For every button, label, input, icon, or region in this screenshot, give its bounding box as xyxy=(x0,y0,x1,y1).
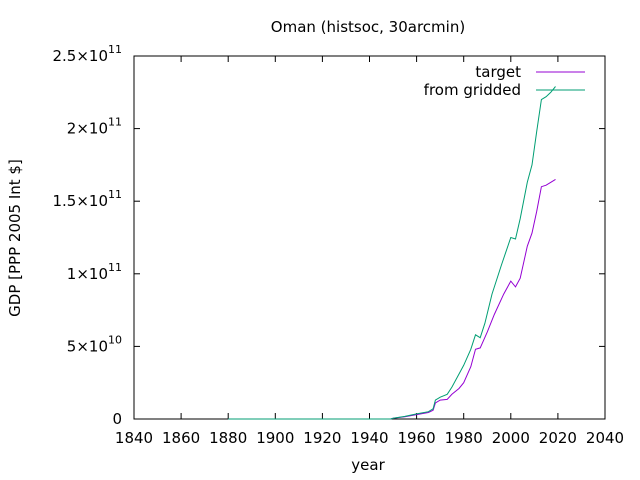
x-tick-label: 1960 xyxy=(398,429,436,447)
legend-label: target xyxy=(475,63,521,81)
y-tick-exponent: 11 xyxy=(108,116,122,129)
y-tick-mantissa: 2×10 xyxy=(67,120,108,138)
y-tick-exponent: 11 xyxy=(108,43,122,56)
x-tick-label: 1860 xyxy=(162,429,200,447)
series-lines xyxy=(228,86,556,420)
y-tick-label: 2.5×1011 xyxy=(52,43,122,65)
y-axis-label: GDP [PPP 2005 Int $] xyxy=(6,159,24,317)
y-tick-exponent: 11 xyxy=(108,188,122,201)
y-tick-label: 0 xyxy=(112,410,122,428)
x-tick-label: 1880 xyxy=(209,429,247,447)
y-tick-label: 2×1011 xyxy=(67,116,122,138)
x-tick-label: 2020 xyxy=(539,429,577,447)
y-tick-label: 5×1010 xyxy=(67,333,122,355)
y-tick-label: 1×1011 xyxy=(67,261,122,283)
y-tick-exponent: 10 xyxy=(108,333,122,346)
series-line-from-gridded xyxy=(228,86,556,420)
y-tick-mantissa: 1×10 xyxy=(67,265,108,283)
y-tick-mantissa: 5×10 xyxy=(67,337,108,355)
y-tick-mantissa: 2.5×10 xyxy=(52,47,108,65)
y-tick-mantissa: 0 xyxy=(112,410,122,428)
y-tick-mantissa: 1.5×10 xyxy=(52,192,108,210)
x-axis-label: year xyxy=(351,456,385,474)
y-tick-label: 1.5×1011 xyxy=(52,188,122,210)
x-tick-label: 1840 xyxy=(115,429,153,447)
y-tick-exponent: 11 xyxy=(108,261,122,274)
x-tick-label: 2000 xyxy=(492,429,530,447)
x-tick-label: 1940 xyxy=(350,429,388,447)
x-tick-label: 1980 xyxy=(445,429,483,447)
x-tick-label: 2040 xyxy=(586,429,624,447)
chart-title: Oman (histsoc, 30arcmin) xyxy=(271,18,465,36)
x-axis-ticks: 1840 1860 1880 1900 1920 1940 1960 1980 2000 2020… xyxy=(115,56,624,447)
x-tick-label: 1900 xyxy=(256,429,294,447)
x-tick-label: 1920 xyxy=(303,429,341,447)
legend-label: from gridded xyxy=(424,81,521,99)
